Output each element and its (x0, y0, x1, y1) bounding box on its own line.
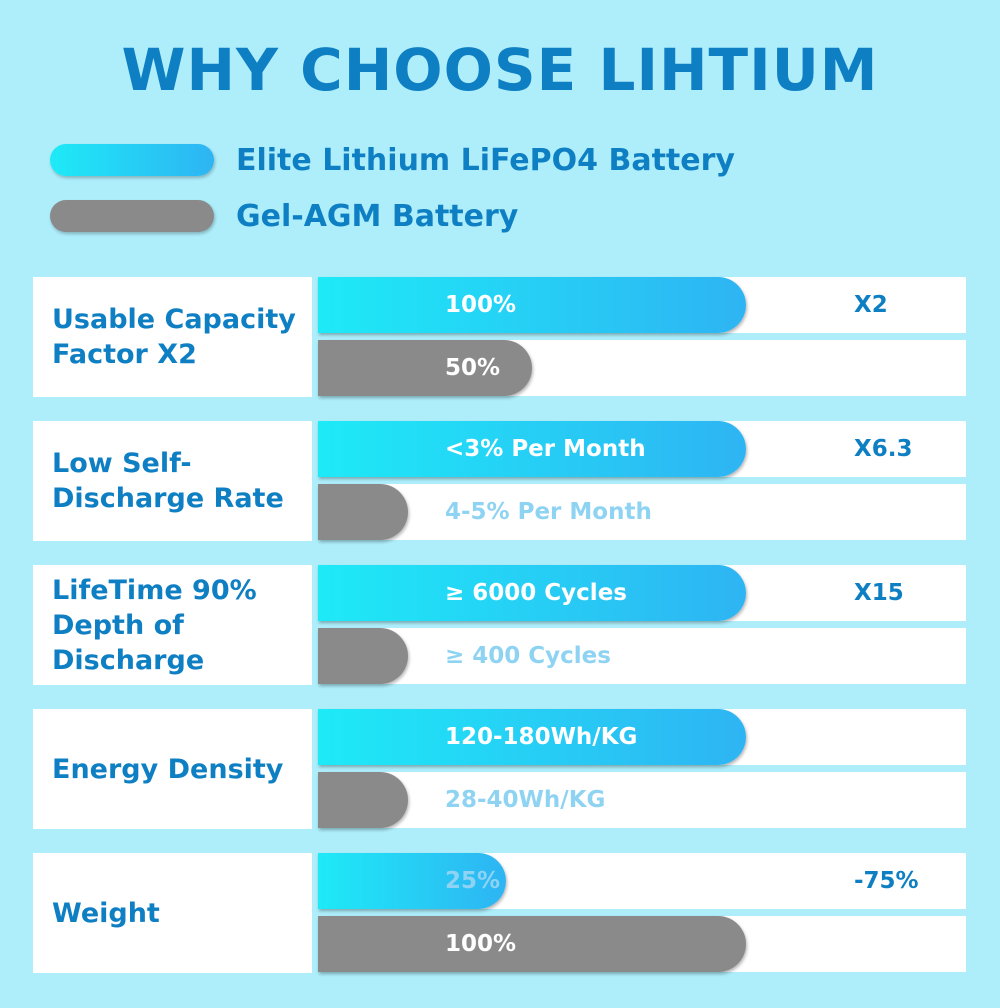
lithium-value-label: 120-180Wh/KG (445, 724, 638, 750)
row-label-cell: Energy Density (33, 709, 312, 829)
lithium-lane: ≥ 6000 Cycles X15 (318, 565, 966, 621)
row-label-cell: Low Self-Discharge Rate (33, 421, 312, 541)
agm-value-label: 4-5% Per Month (445, 499, 652, 525)
page-title: WHY CHOOSE LIHTIUM (121, 36, 879, 104)
agm-lane: 4-5% Per Month (318, 484, 966, 540)
factor-label: X6.3 (854, 436, 913, 462)
lithium-lane: <3% Per Month X6.3 (318, 421, 966, 477)
row-label: Energy Density (52, 753, 284, 785)
row-label-cell: Usable Capacity Factor X2 (33, 277, 312, 397)
lithium-value-label: ≥ 6000 Cycles (445, 580, 627, 606)
row-label-cell: LifeTime 90% Depth of Discharge (33, 565, 312, 685)
agm-lane: 100% (318, 916, 966, 972)
lithium-bar (318, 421, 746, 477)
chart-row: Weight 25% -75% 100% (33, 853, 966, 973)
lithium-value-label: 25% (445, 868, 501, 894)
agm-bar (318, 628, 408, 684)
legend-swatch-agm (50, 200, 214, 232)
legend-swatch-lithium (50, 144, 214, 176)
chart-row: Energy Density 120-180Wh/KG 28-40Wh/KG (33, 709, 966, 829)
agm-value-label: ≥ 400 Cycles (445, 643, 611, 669)
legend-label-lithium: Elite Lithium LiFePO4 Battery (236, 142, 735, 178)
lithium-bar (318, 709, 746, 765)
factor-label: X2 (854, 292, 888, 318)
chart-row: Usable Capacity Factor X2 100% X2 50% (33, 277, 966, 397)
legend-label-agm: Gel-AGM Battery (236, 198, 519, 234)
row-label: Low Self-Discharge Rate (52, 448, 284, 514)
row-label: Usable Capacity Factor X2 (52, 304, 296, 370)
factor-label: -75% (854, 868, 919, 894)
lithium-lane: 25% -75% (318, 853, 966, 909)
legend-item-agm: Gel-AGM Battery (50, 198, 518, 234)
row-label: LifeTime 90% Depth of Discharge (52, 574, 257, 676)
lithium-value-label: <3% Per Month (445, 436, 646, 462)
agm-lane: ≥ 400 Cycles (318, 628, 966, 684)
agm-lane: 28-40Wh/KG (318, 772, 966, 828)
agm-bar (318, 340, 532, 396)
chart-row: LifeTime 90% Depth of Discharge ≥ 6000 Cycl… (33, 565, 966, 685)
agm-bar (318, 772, 408, 828)
agm-lane: 50% (318, 340, 966, 396)
factor-label: X15 (854, 580, 904, 606)
row-label: Weight (52, 897, 160, 929)
lithium-lane: 100% X2 (318, 277, 966, 333)
row-label-cell: Weight (33, 853, 312, 973)
agm-value-label: 100% (445, 931, 517, 957)
lithium-lane: 120-180Wh/KG (318, 709, 966, 765)
lithium-value-label: 100% (445, 292, 517, 318)
agm-bar (318, 916, 746, 972)
lithium-bar (318, 565, 746, 621)
legend-item-lithium: Elite Lithium LiFePO4 Battery (50, 142, 735, 178)
agm-bar (318, 484, 408, 540)
chart-row: Low Self-Discharge Rate <3% Per Month X6.3… (33, 421, 966, 541)
lithium-bar (318, 277, 746, 333)
lithium-bar (318, 853, 506, 909)
agm-value-label: 28-40Wh/KG (445, 787, 606, 813)
agm-value-label: 50% (445, 355, 501, 381)
